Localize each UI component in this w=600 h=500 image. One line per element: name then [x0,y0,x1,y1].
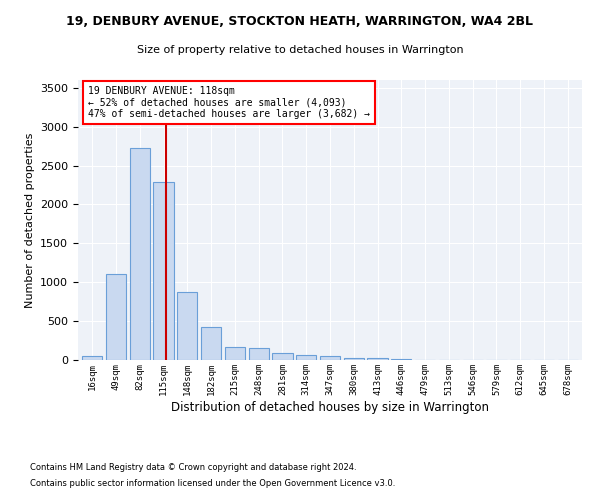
Y-axis label: Number of detached properties: Number of detached properties [25,132,35,308]
Bar [130,148,150,360]
Bar [154,182,173,360]
Text: Size of property relative to detached houses in Warrington: Size of property relative to detached ho… [137,45,463,55]
X-axis label: Distribution of detached houses by size in Warrington: Distribution of detached houses by size … [171,400,489,413]
Bar [344,358,364,360]
Text: Contains HM Land Registry data © Crown copyright and database right 2024.: Contains HM Land Registry data © Crown c… [30,464,356,472]
Bar [82,356,103,360]
Bar [320,356,340,360]
Bar [225,347,245,360]
Bar [367,358,388,360]
Text: Contains public sector information licensed under the Open Government Licence v3: Contains public sector information licen… [30,478,395,488]
Bar [272,353,293,360]
Bar [201,326,221,360]
Bar [248,348,269,360]
Bar [391,359,412,360]
Text: 19 DENBURY AVENUE: 118sqm
← 52% of detached houses are smaller (4,093)
47% of se: 19 DENBURY AVENUE: 118sqm ← 52% of detac… [88,86,370,119]
Text: 19, DENBURY AVENUE, STOCKTON HEATH, WARRINGTON, WA4 2BL: 19, DENBURY AVENUE, STOCKTON HEATH, WARR… [67,15,533,28]
Bar [177,292,197,360]
Bar [106,274,126,360]
Bar [296,355,316,360]
